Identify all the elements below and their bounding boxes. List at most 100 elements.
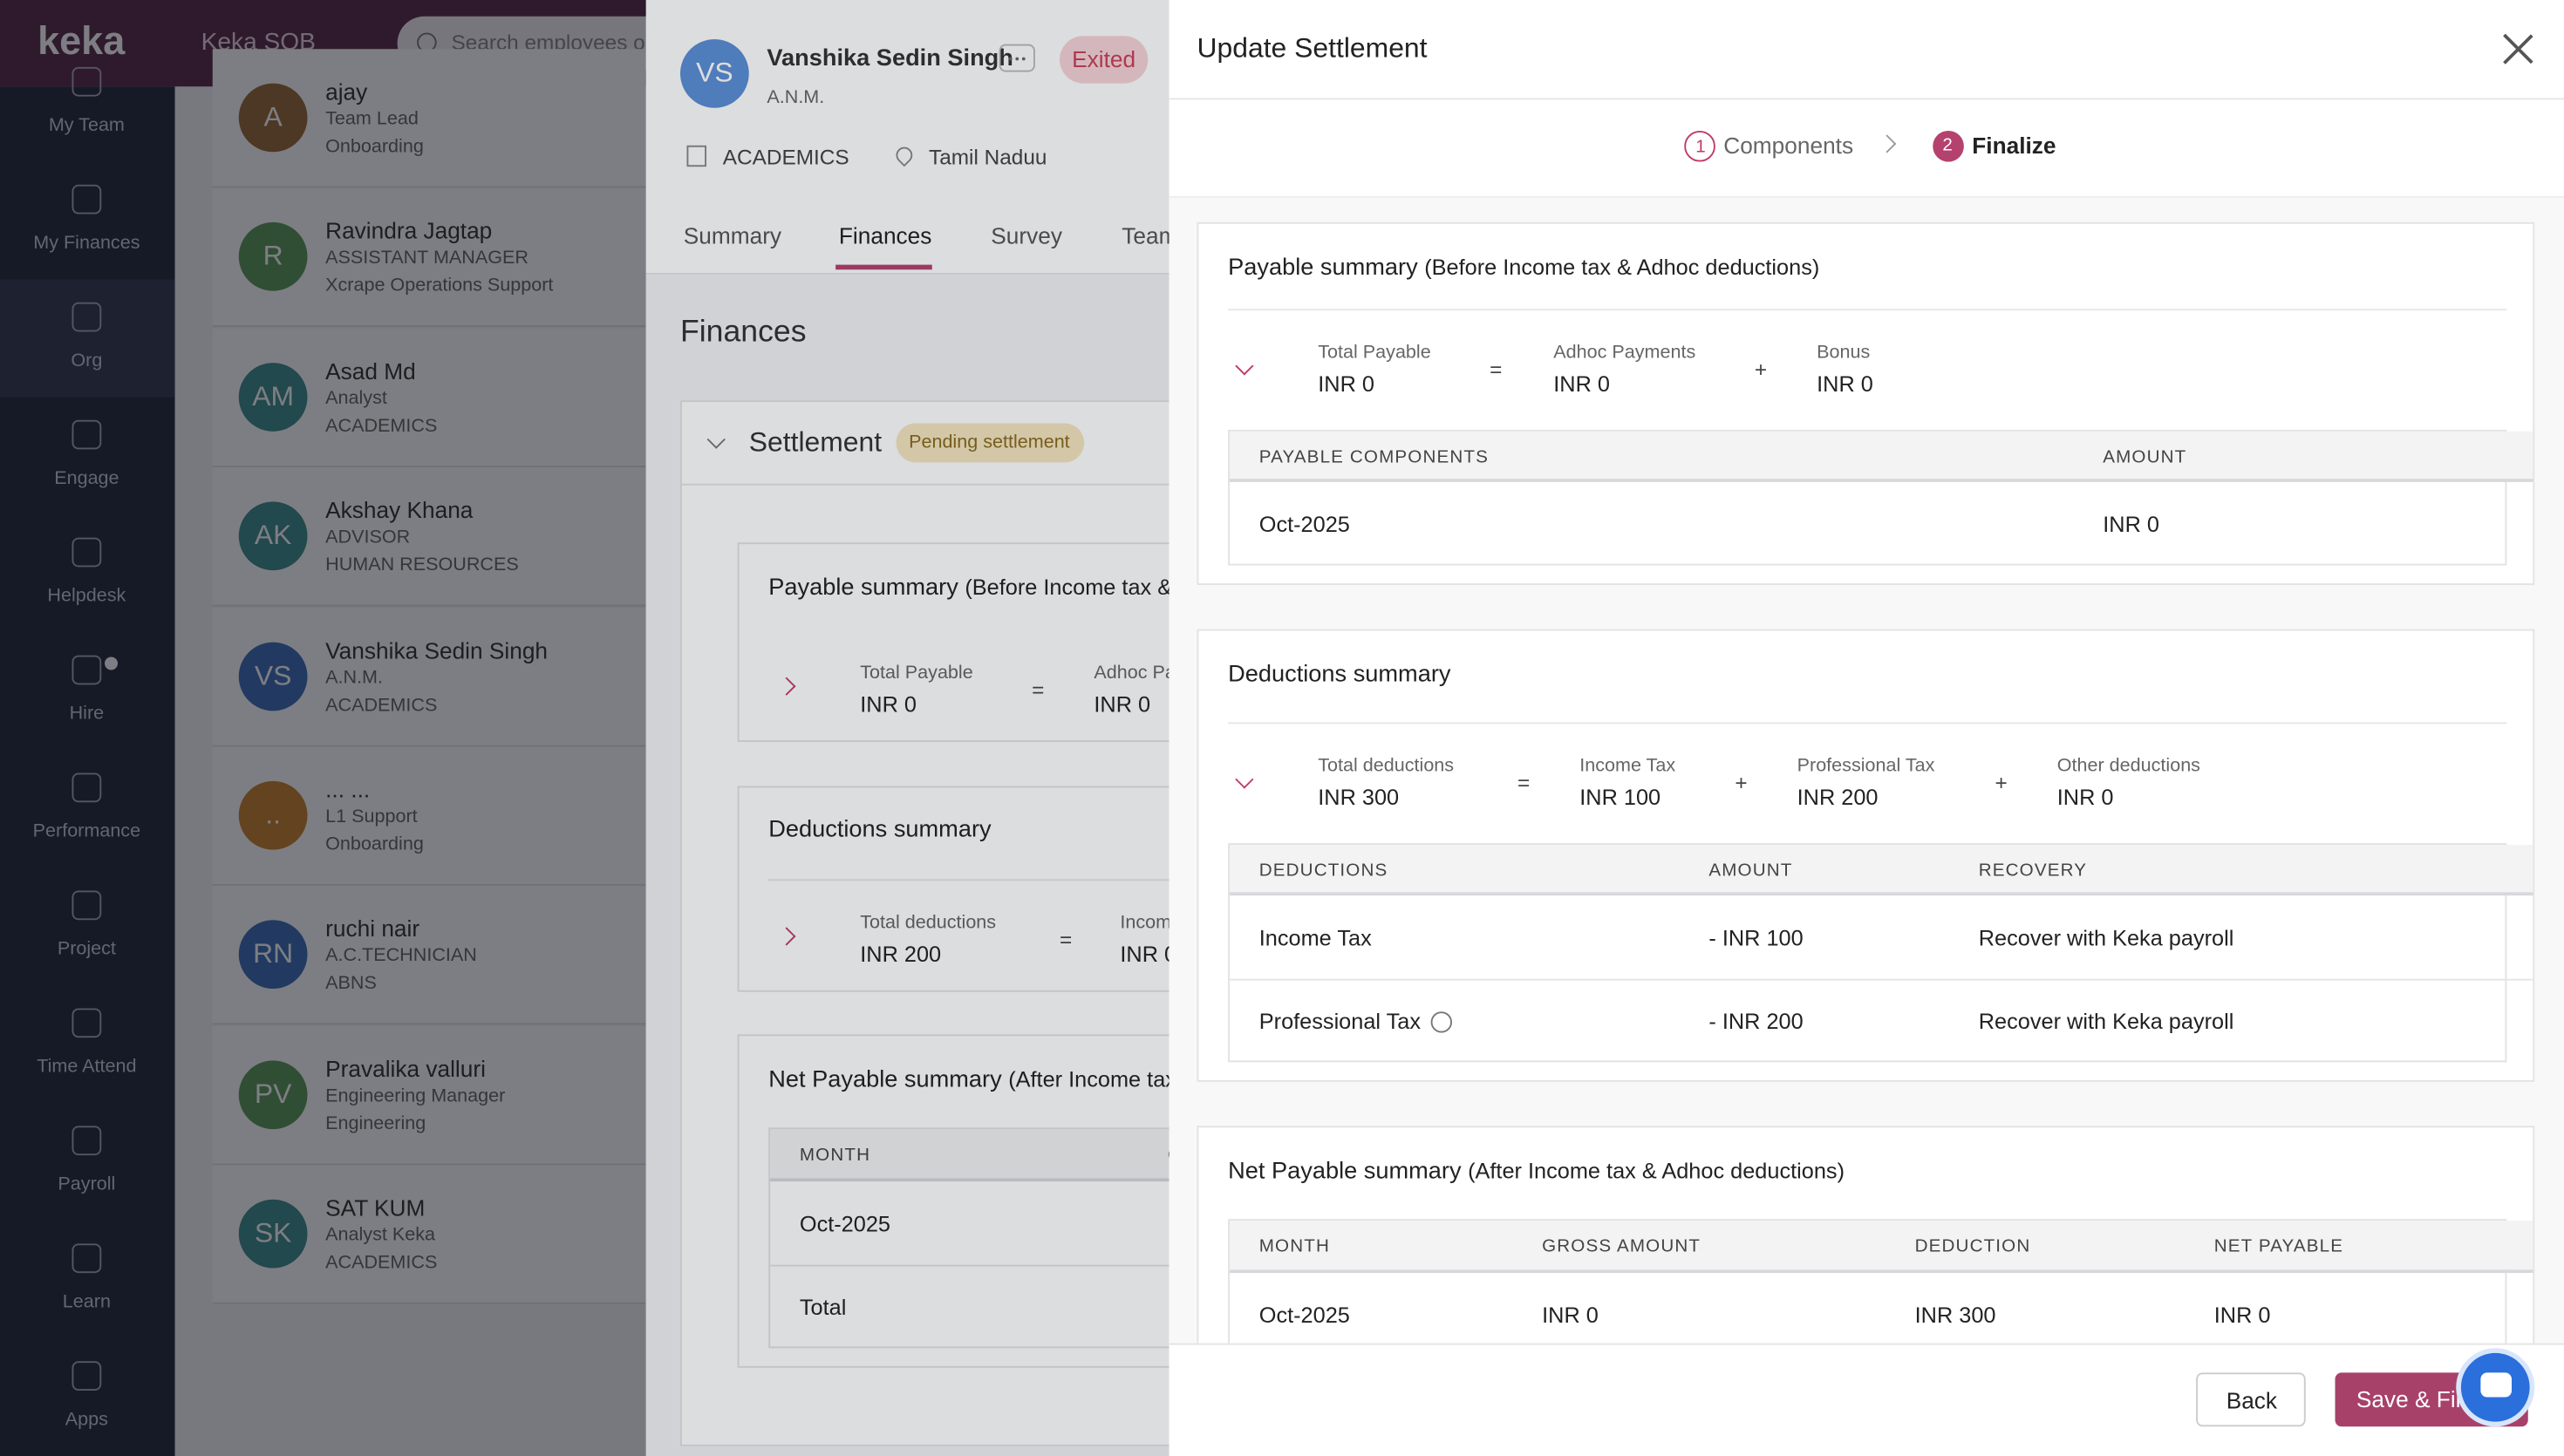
employee-name: ... ... [325, 776, 371, 803]
nav-item[interactable]: Project [57, 939, 116, 960]
summary-title: Net Payable summary(After Income tax & A… [1228, 1159, 1845, 1185]
item-value: INR 0 [2056, 785, 2114, 810]
table-cell: INR 0 [1542, 1302, 1599, 1327]
summary-title-text: Payable summary [768, 575, 958, 602]
summary-card: Deductions summary Total deductions INR 30… [1197, 629, 2535, 1082]
nav-icon [72, 537, 102, 568]
pending-text: Pending settlement [909, 432, 1070, 453]
avatar-initials: .. [265, 799, 281, 831]
nav-item[interactable]: Helpdesk [47, 586, 126, 607]
employee-name: Asad Md [325, 357, 416, 384]
employee-role: L1 Support [325, 806, 418, 827]
employee-dept: ACADEMICS [325, 1253, 438, 1274]
row-divider [1230, 978, 2533, 981]
app-overlay [0, 0, 646, 1456]
employee-dept: Xcrape Operations Support [325, 276, 554, 296]
step-number[interactable]: 1 [1684, 130, 1715, 162]
profile-tab[interactable]: Team [1122, 221, 1178, 248]
summary-title-text: Deductions summary [1228, 662, 1451, 689]
nav-item[interactable]: Performance [32, 821, 141, 842]
column-header: DEDUCTION [1914, 1236, 2031, 1257]
item-label: Total deductions [860, 913, 997, 934]
dot [1008, 57, 1013, 61]
step-number[interactable]: 2 [1933, 130, 1964, 162]
nav-icon [72, 66, 102, 97]
employee-name: SAT KUM [325, 1194, 426, 1221]
summary-card: Net Payable summary(After Income tax & A… [1197, 1126, 2535, 1344]
nav-item[interactable]: Time Attend [37, 1057, 137, 1078]
column-header: RECOVERY [1978, 860, 2088, 881]
nav-item[interactable]: Payroll [58, 1174, 116, 1195]
nav-item[interactable]: Apps [65, 1410, 108, 1431]
back-button[interactable]: Back [2196, 1372, 2306, 1427]
chat-button[interactable] [2456, 1348, 2535, 1427]
profile-tab[interactable]: Survey [991, 221, 1062, 248]
nav-icon [72, 419, 102, 450]
table-cell: Oct-2025 [799, 1210, 890, 1235]
close-button[interactable] [2502, 32, 2535, 65]
chat-icon [2480, 1372, 2512, 1398]
summary-table: MONTH GROSS AMOUNT DEDUCTION NET PAYABLE Oct… [1228, 1219, 2533, 1344]
profile-tab[interactable]: Finances [838, 221, 932, 248]
employee-avatar: VS [238, 641, 308, 711]
column-header: PAYABLE COMPONENTS [1258, 446, 1489, 467]
employee-role: A.N.M. [325, 667, 384, 688]
employee-name: Akshay Khana [325, 497, 474, 524]
chevron-icon [1235, 770, 1254, 789]
summary-title-text: Deductions summary [768, 817, 992, 844]
nav-icon [72, 1008, 102, 1038]
more-button[interactable] [999, 44, 1035, 72]
summary-note: (Before Income tax & Adhoc deductions) [1424, 255, 1820, 280]
nav-icon [72, 1361, 102, 1391]
settlement-modal: Update Settlement 1 Components 2 Finalize Pay… [1169, 0, 2564, 1456]
nav-item[interactable]: Learn [62, 1292, 111, 1313]
item-label: Total Payable [860, 663, 973, 684]
nav-icon [72, 1243, 102, 1274]
sidebar-active [0, 279, 175, 398]
summary-table: DEDUCTIONS AMOUNT RECOVERY Income Tax - INR … [1228, 843, 2533, 1063]
operator: = [1517, 770, 1531, 795]
nav-item[interactable]: Engage [54, 468, 119, 489]
status-badge: Exited [1060, 36, 1149, 84]
employee-name: ruchi nair [325, 915, 420, 942]
avatar-initials: A [263, 101, 283, 133]
dot [1021, 57, 1026, 61]
item-label: Other deductions [2056, 756, 2200, 777]
table-cell: - INR 200 [1708, 1008, 1804, 1033]
item-label: Total Payable [1318, 343, 1431, 364]
modal-footer [1169, 1343, 2564, 1456]
operator: + [1735, 770, 1748, 795]
operator: = [1490, 357, 1503, 382]
step-label[interactable]: Components [1723, 132, 1854, 159]
employee-dept: Onboarding [325, 137, 424, 157]
item-value: INR 0 [1318, 371, 1374, 397]
avatar-initials: RN [253, 938, 294, 970]
profile-tab[interactable]: Summary [683, 221, 782, 248]
profile-location: Tamil Naduu [929, 144, 1047, 169]
nav-item[interactable]: Hire [69, 704, 105, 725]
employee-avatar: AK [238, 501, 308, 571]
nav-item[interactable]: My Finances [33, 234, 140, 254]
summary-table: PAYABLE COMPONENTS AMOUNT Oct-2025 INR 0 [1228, 429, 2533, 566]
item-label: Total deductions [1318, 756, 1455, 777]
avatar-initials: AM [252, 380, 295, 412]
step-label[interactable]: Finalize [1972, 132, 2056, 159]
avatar-initials: R [263, 241, 283, 272]
profile-designation: A.N.M. [767, 88, 825, 108]
employee-role: Analyst [325, 388, 387, 409]
item-value: INR 0 [860, 691, 917, 717]
employee-role: ASSISTANT MANAGER [325, 248, 528, 269]
nav-item[interactable]: Org [71, 350, 103, 371]
step-number-text: 1 [1695, 137, 1706, 157]
item-value: INR 200 [860, 942, 942, 967]
status-text: Exited [1072, 45, 1136, 72]
nav-item[interactable]: My Team [48, 116, 125, 136]
item-value: INR 0 [1553, 371, 1610, 397]
header-divider [1169, 98, 2564, 100]
employee-name: Ravindra Jagtap [325, 218, 493, 245]
item-value: INR 0 [1094, 691, 1151, 717]
avatar-initials: AK [254, 520, 292, 551]
table-header [1230, 431, 2533, 482]
summary-title: Payable summary (Before Income tax & Adho… [1228, 255, 1819, 281]
profile-department: ACADEMICS [722, 144, 849, 169]
